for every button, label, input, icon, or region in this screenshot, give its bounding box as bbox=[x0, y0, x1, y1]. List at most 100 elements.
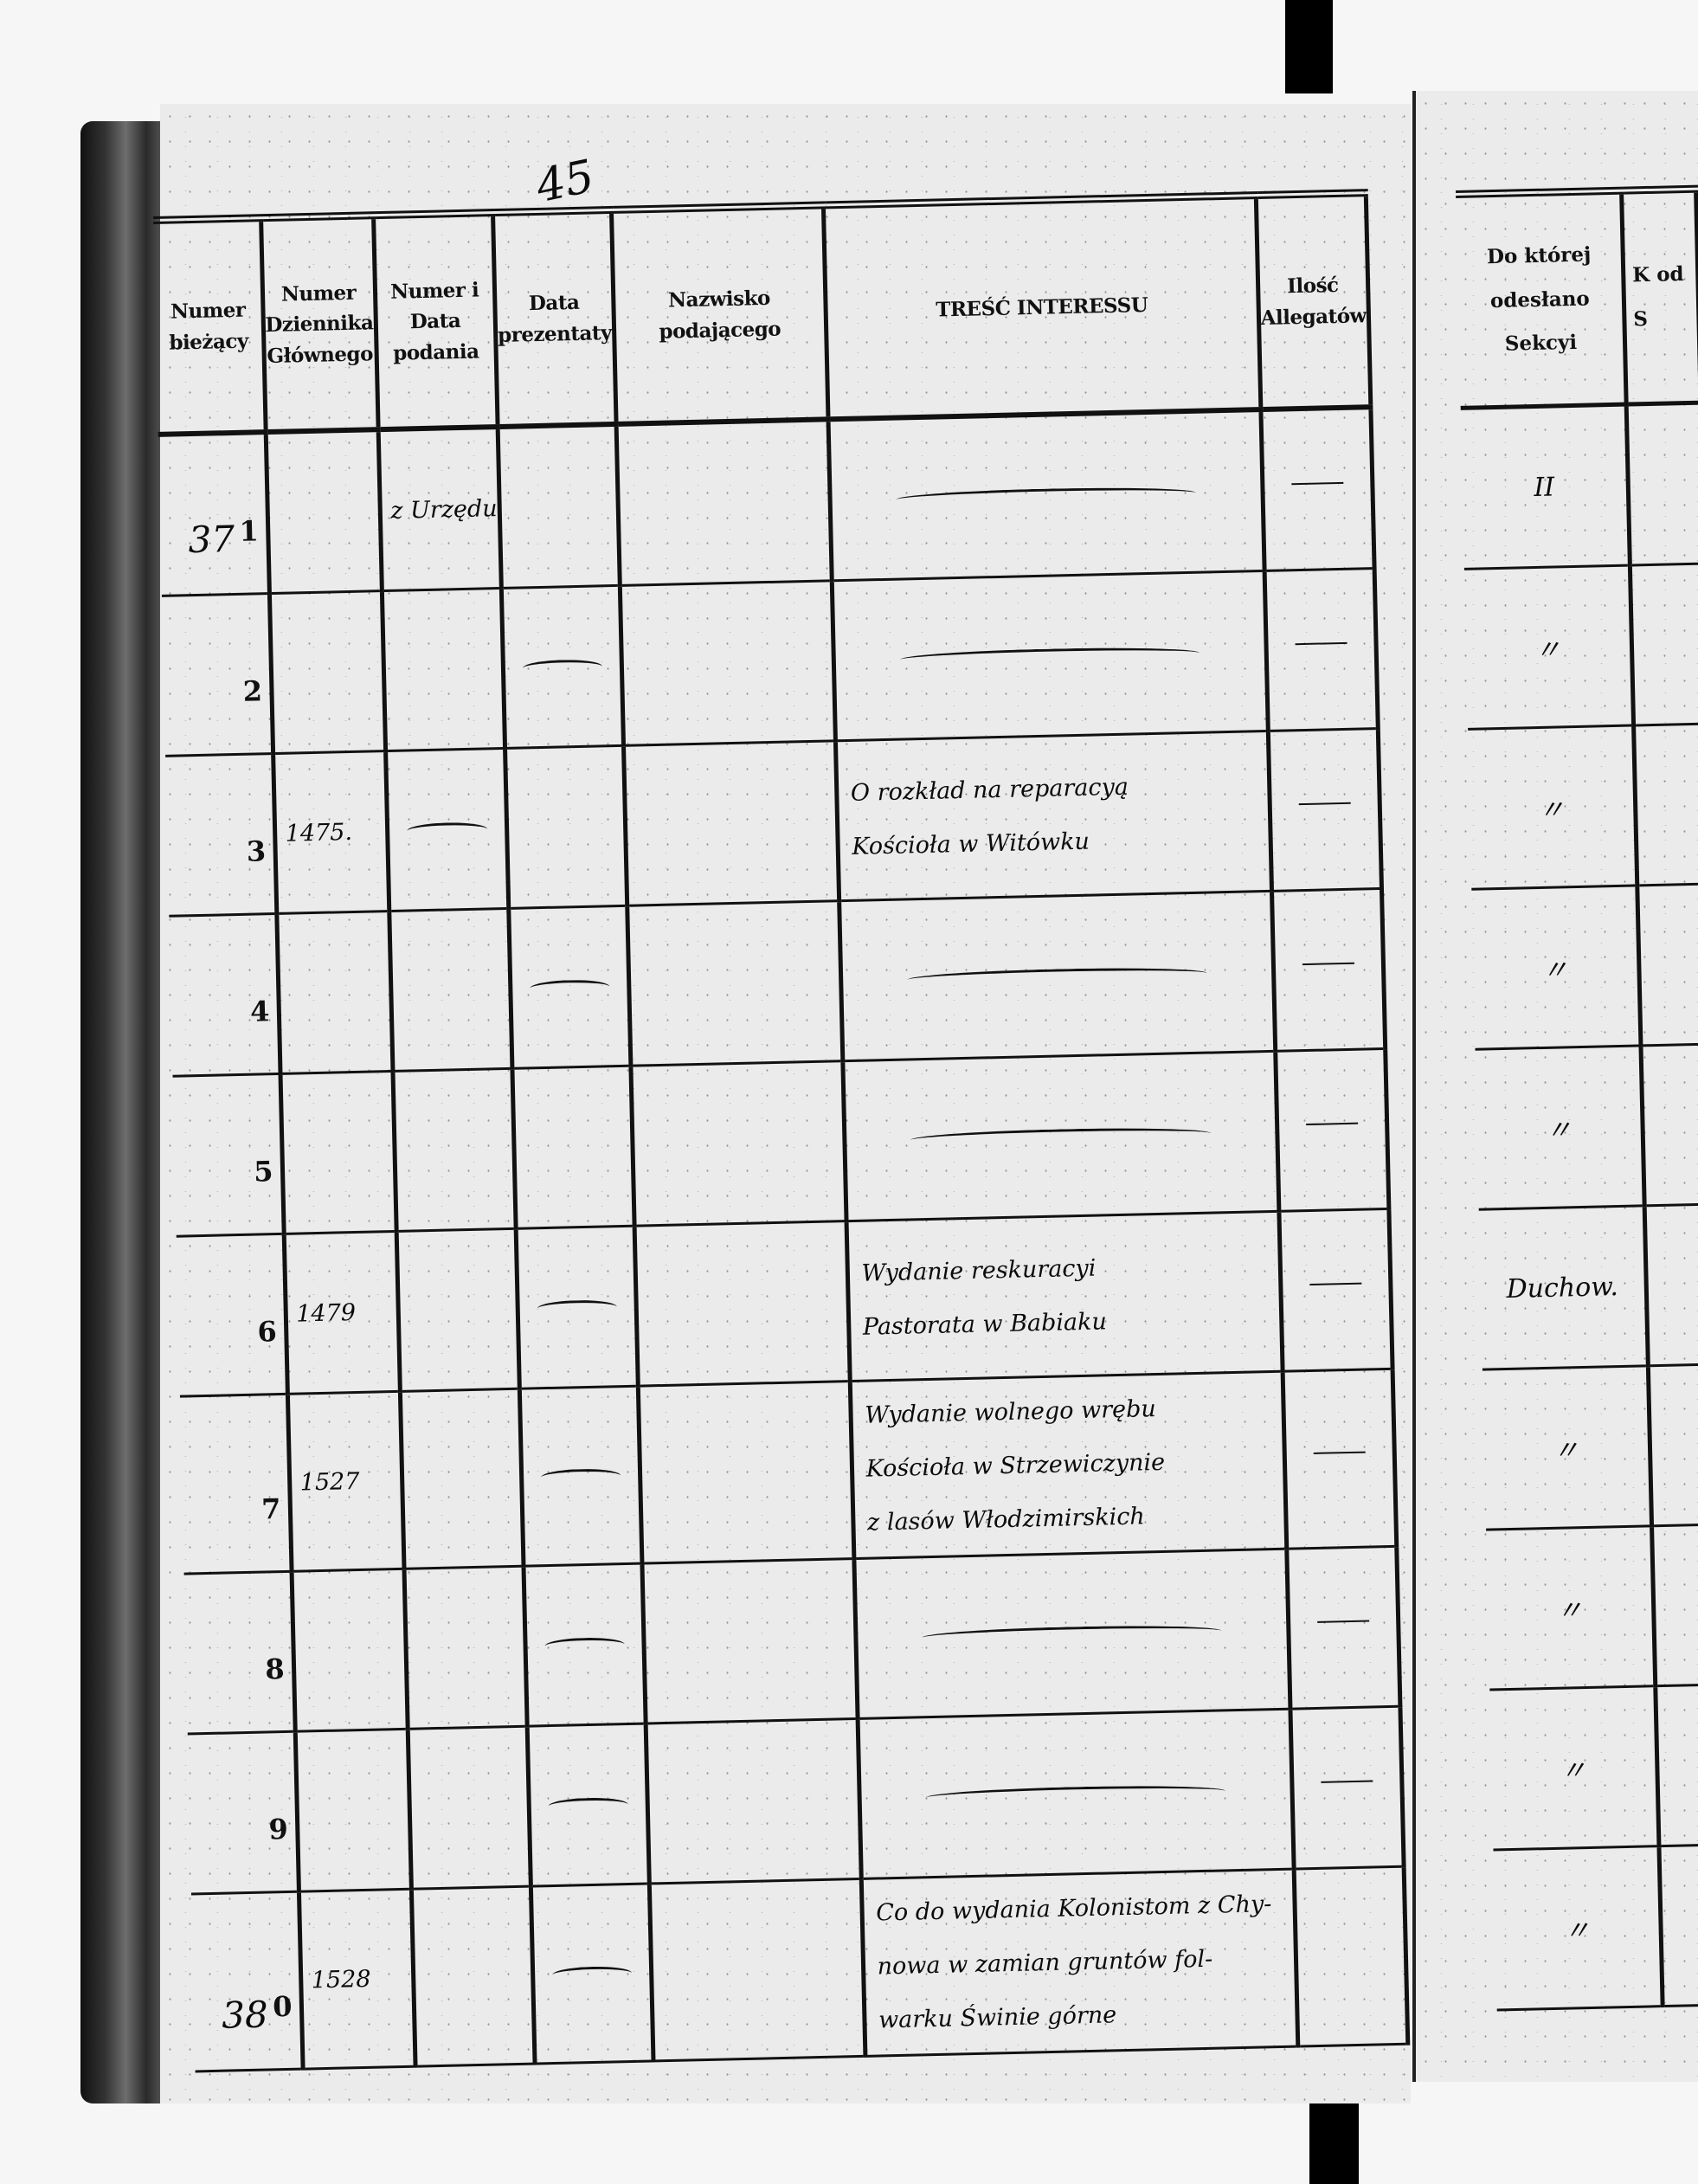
section-value: 〃 bbox=[1563, 1916, 1591, 1947]
cell-nazwisko bbox=[623, 740, 839, 906]
printed-number: 8 bbox=[264, 1652, 286, 1686]
printed-number: 0 bbox=[272, 1989, 293, 2024]
tresc-value-dash bbox=[910, 1125, 1211, 1147]
cell-section: 〃 bbox=[1463, 565, 1634, 730]
cell-data-prezentaty bbox=[501, 585, 624, 749]
cell-numer-data bbox=[385, 748, 509, 912]
cell-numer: 3 bbox=[165, 753, 277, 917]
cell-tresc bbox=[827, 409, 1264, 581]
data-prezentaty-value-dash bbox=[522, 658, 602, 675]
cell-partial bbox=[1630, 564, 1698, 725]
section-value: 〃 bbox=[1545, 1115, 1573, 1146]
cell-section: II bbox=[1460, 404, 1630, 570]
cell-partial bbox=[1633, 724, 1698, 886]
cell-tresc: Wydanie reskuracyi Pastorata w Babiaku bbox=[846, 1211, 1283, 1382]
ilosc-value-dash bbox=[1295, 641, 1347, 658]
cell-section: 〃 bbox=[1482, 1365, 1652, 1530]
cell-data-prezentaty bbox=[508, 905, 631, 1069]
table-row: 〃 bbox=[1468, 724, 1698, 890]
cell-ilosc bbox=[1271, 888, 1386, 1052]
cell-data-prezentaty bbox=[505, 745, 627, 909]
table-row: 5 bbox=[172, 1048, 1389, 1237]
cell-ilosc bbox=[1293, 1866, 1408, 2047]
cell-dziennik: 1479 bbox=[283, 1231, 400, 1395]
cell-ilosc bbox=[1286, 1546, 1400, 1710]
cell-ilosc bbox=[1282, 1369, 1397, 1549]
section-value: 〃 bbox=[1556, 1595, 1584, 1627]
printed-number: 2 bbox=[242, 674, 263, 708]
tresc-text: Co do wydania Kolonistom z Chy-nowa w za… bbox=[863, 1871, 1295, 2055]
table-row: 〃 bbox=[1486, 1524, 1698, 1691]
cell-data-prezentaty bbox=[511, 1066, 634, 1229]
table-row: 2 bbox=[161, 568, 1379, 757]
cell-partial bbox=[1640, 1043, 1698, 1206]
tresc-line: z lasów Włodzimirskich bbox=[866, 1503, 1146, 1537]
dziennik-value: 1479 bbox=[295, 1298, 357, 1328]
data-prezentaty-value-dash bbox=[529, 978, 610, 995]
section-value: 〃 bbox=[1538, 795, 1566, 827]
cell-numer-data bbox=[389, 908, 512, 1072]
tresc-line: warku Świnie górne bbox=[878, 2001, 1117, 2034]
ilosc-value-dash bbox=[1309, 1282, 1362, 1298]
ilosc-value-dash bbox=[1298, 802, 1351, 818]
cell-dziennik bbox=[280, 1071, 396, 1234]
cell-section: Duchow. bbox=[1478, 1205, 1649, 1370]
printed-number: 3 bbox=[246, 834, 267, 868]
cell-section: 〃 bbox=[1486, 1525, 1656, 1691]
cell-tresc bbox=[839, 891, 1276, 1061]
cell-numer-data bbox=[396, 1228, 520, 1392]
section-value: 〃 bbox=[1541, 955, 1569, 986]
ilosc-value-dash bbox=[1313, 1451, 1366, 1466]
cell-partial bbox=[1626, 403, 1698, 566]
cell-section: 〃 bbox=[1489, 1685, 1659, 1851]
cell-data-prezentaty bbox=[527, 1723, 649, 1887]
data-prezentaty-value-dash bbox=[540, 1467, 621, 1485]
tresc-line: Kościoła w Witówku bbox=[852, 828, 1090, 860]
cell-tresc bbox=[857, 1709, 1294, 1879]
cell-section: 〃 bbox=[1468, 725, 1637, 890]
table-row: 6 1479 Wydanie reskuracyi Pastorata w Babia… bbox=[176, 1208, 1392, 1397]
table-row: 〃 bbox=[1493, 1844, 1698, 2010]
cell-numer: 5 bbox=[172, 1073, 284, 1237]
tresc-line: O rozkład na reparacyą bbox=[850, 773, 1129, 807]
cell-numer: 7 bbox=[179, 1394, 292, 1575]
data-prezentaty-value-dash bbox=[537, 1298, 617, 1316]
handwritten-number: 37 bbox=[187, 517, 235, 562]
section-value: 〃 bbox=[1560, 1756, 1587, 1787]
dziennik-value: 1527 bbox=[299, 1467, 360, 1497]
ilosc-value-dash bbox=[1291, 481, 1344, 498]
cell-tresc bbox=[853, 1549, 1290, 1719]
ilosc-value-dash bbox=[1305, 1122, 1359, 1138]
data-prezentaty-value-dash bbox=[548, 1796, 628, 1814]
cell-nazwisko bbox=[627, 900, 843, 1066]
cell-ilosc bbox=[1260, 407, 1374, 571]
ilosc-value-dash bbox=[1321, 1780, 1373, 1795]
cell-tresc bbox=[831, 570, 1268, 741]
cell-numer-data bbox=[392, 1068, 516, 1232]
header-ilosc-allegatow: Ilość Allegatów bbox=[1255, 192, 1371, 410]
tresc-line: nowa w zamian gruntów fol- bbox=[877, 1945, 1213, 1981]
cell-ilosc bbox=[1267, 728, 1382, 892]
table-row: 7 1527 Wydanie wolnego wrębu Kościoła w Str… bbox=[179, 1369, 1397, 1575]
cell-ilosc bbox=[1264, 568, 1379, 731]
cell-partial bbox=[1658, 1844, 1698, 2007]
cell-tresc: Wydanie wolnego wrębu Kościoła w Strzewic… bbox=[849, 1371, 1287, 1559]
cell-partial bbox=[1655, 1684, 1698, 1846]
printed-number: 5 bbox=[253, 1155, 273, 1189]
cell-nazwisko bbox=[645, 1718, 861, 1884]
cell-tresc bbox=[842, 1051, 1279, 1221]
right-table-wrap: Do której odesłano Sekcyi K od S II 〃〃〃〃 D… bbox=[1456, 185, 1698, 2012]
cell-data-prezentaty bbox=[523, 1563, 646, 1727]
cell-data-prezentaty bbox=[519, 1386, 642, 1567]
cell-numer-data bbox=[410, 1886, 535, 2067]
table-row: 9 bbox=[187, 1706, 1404, 1895]
cell-numer: 6 bbox=[176, 1234, 287, 1397]
cell-numer: 2 bbox=[161, 593, 273, 757]
cell-data-prezentaty bbox=[515, 1226, 638, 1389]
cell-dziennik bbox=[268, 590, 386, 754]
ilosc-value-dash bbox=[1302, 962, 1354, 978]
tresc-value-dash bbox=[906, 965, 1207, 987]
tresc-line: Pastorata w Babiaku bbox=[862, 1308, 1108, 1341]
cell-numer-data bbox=[403, 1566, 528, 1730]
cell-numer: 8 bbox=[183, 1571, 295, 1735]
